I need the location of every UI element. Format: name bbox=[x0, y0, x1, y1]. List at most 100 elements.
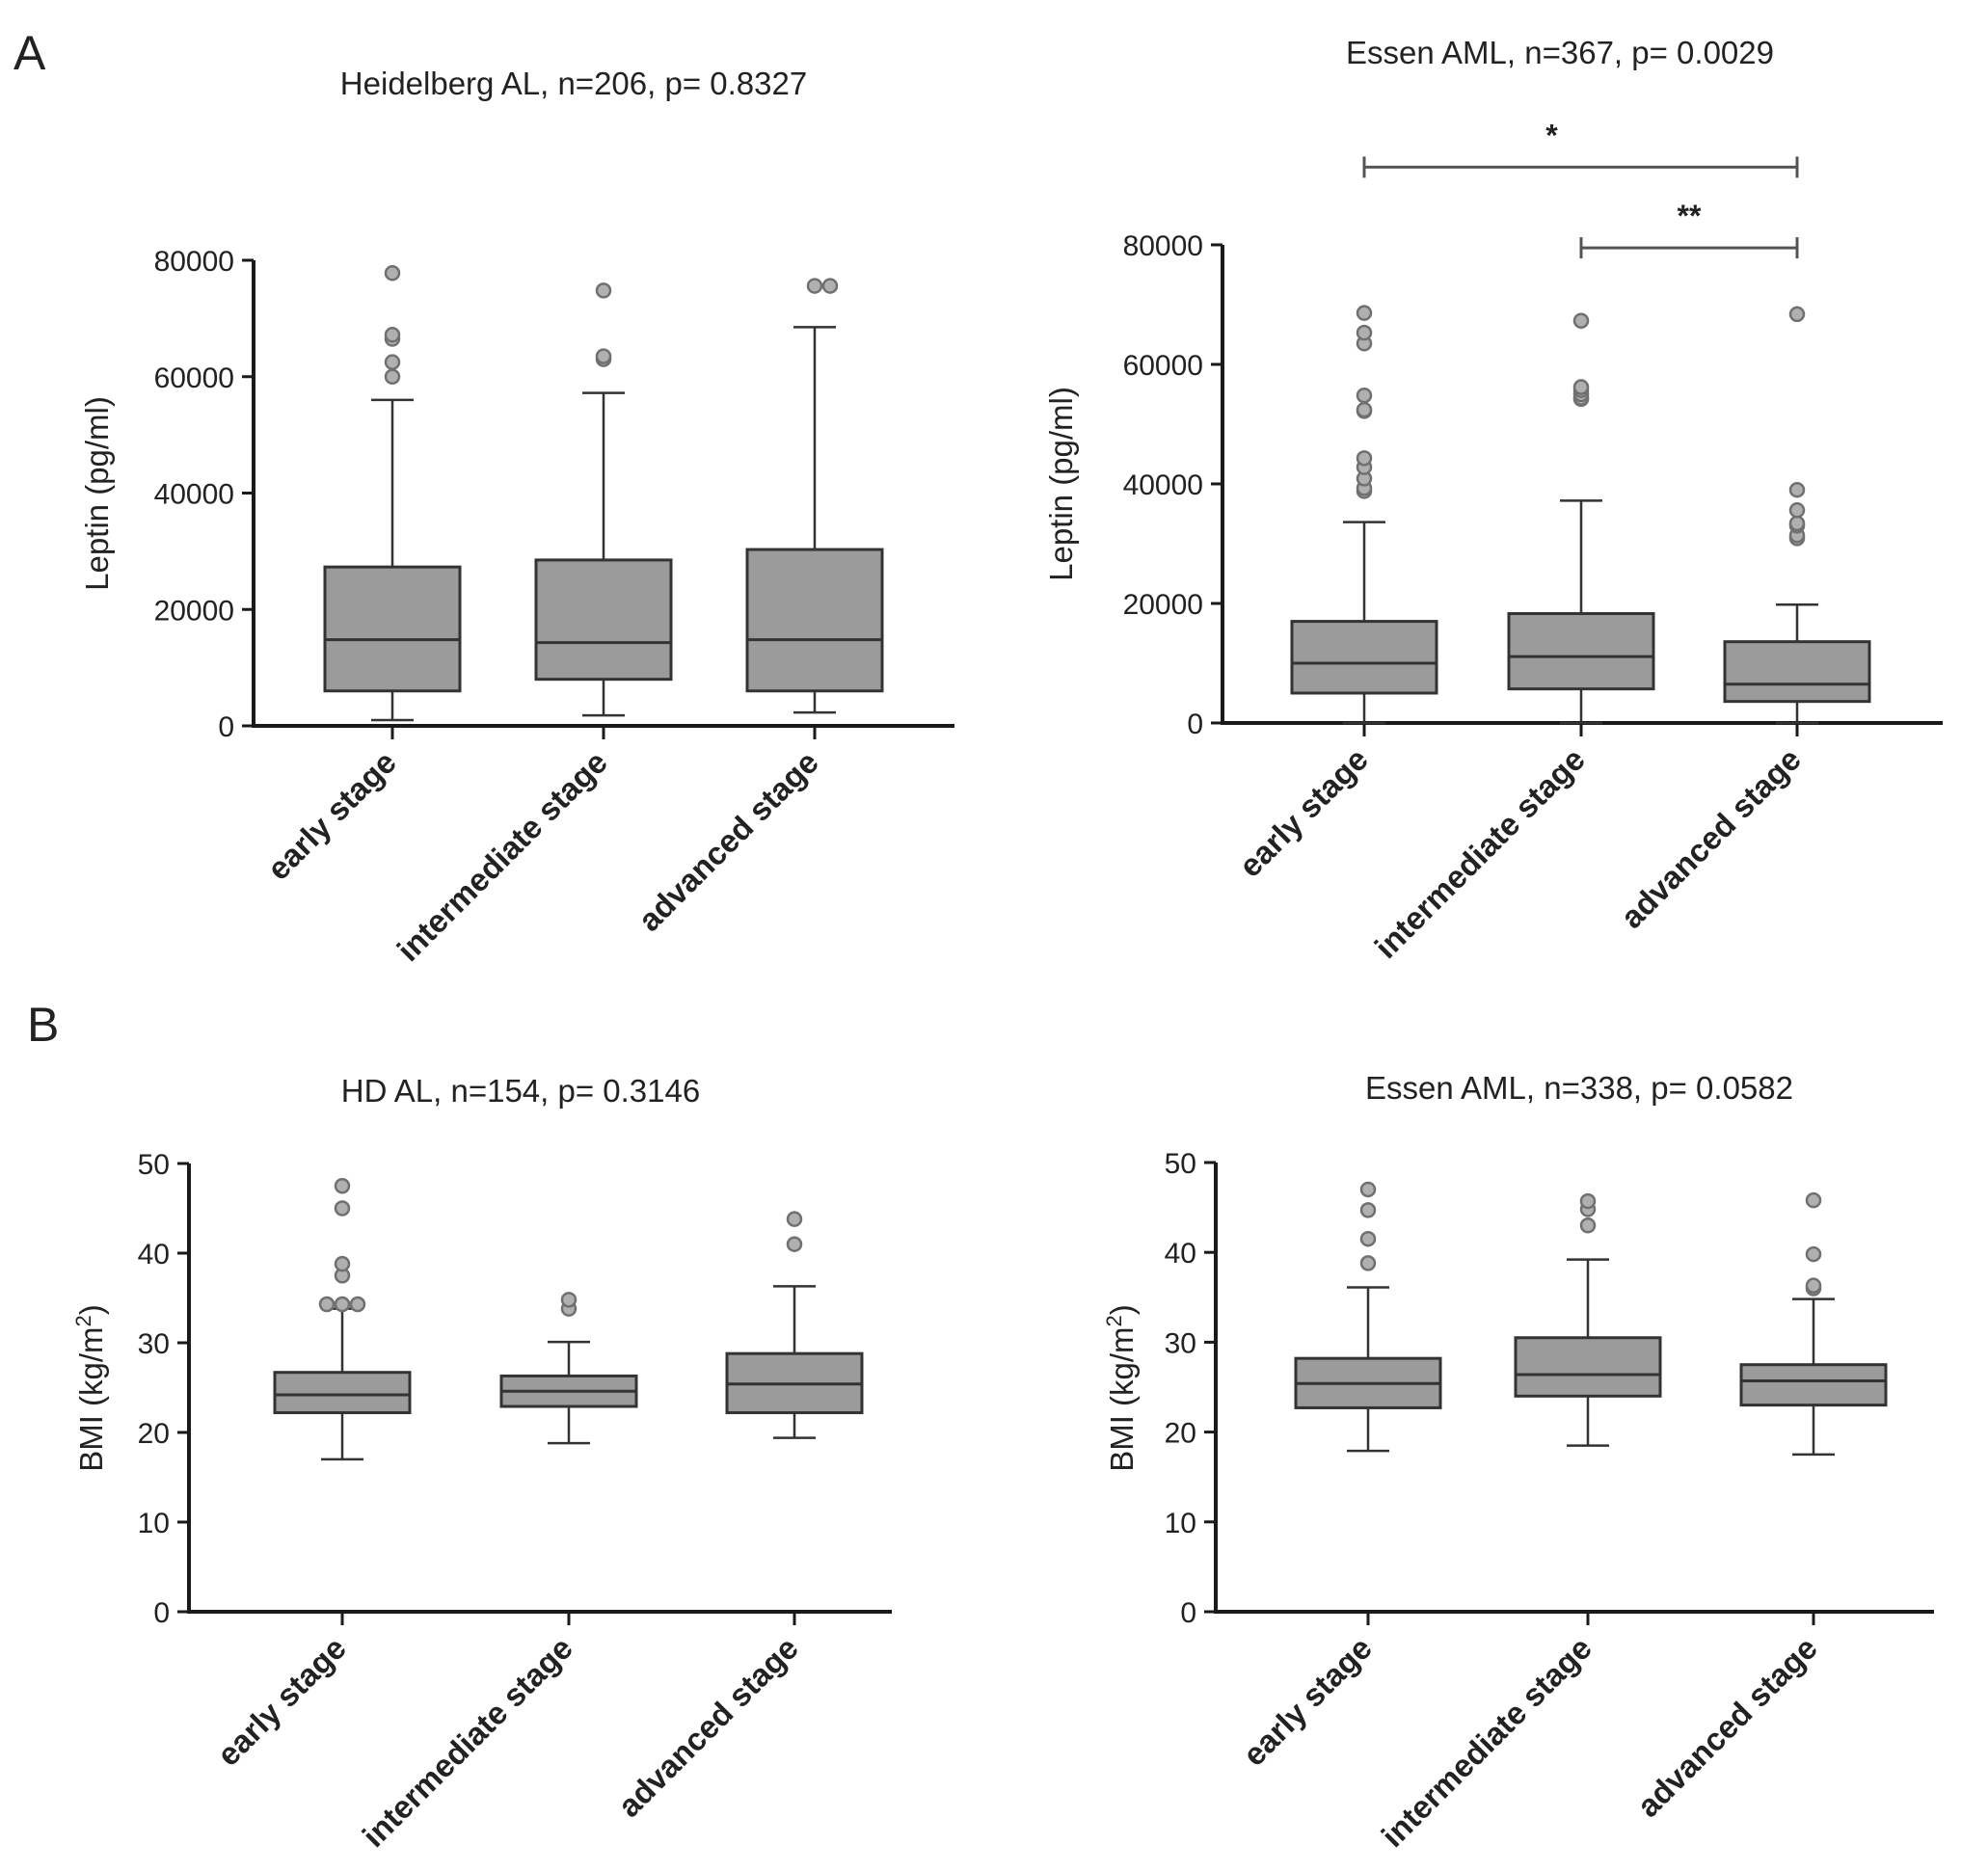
outlier-point bbox=[1356, 401, 1373, 418]
y-tick-label: 40000 bbox=[154, 479, 234, 511]
chart-bmi-hd: 0 10 20 30 40 50 BMI (kg/m2) early stage interme… bbox=[71, 1149, 892, 1854]
y-axis-label-suffix: ) bbox=[1104, 1304, 1140, 1315]
category-label-early-stage: early stage bbox=[210, 1630, 353, 1773]
y-tick-label: 0 bbox=[1180, 1597, 1196, 1629]
outlier-point bbox=[1359, 1202, 1377, 1218]
outlier-point bbox=[1788, 306, 1806, 323]
category-label-intermediate-stage: intermediate stage bbox=[390, 744, 614, 968]
box-early-stage bbox=[1290, 620, 1438, 695]
box-intermediate-stage bbox=[1507, 612, 1655, 691]
significance-label: * bbox=[1545, 118, 1558, 152]
outlier-point bbox=[1579, 1192, 1597, 1210]
outlier-point bbox=[1356, 450, 1373, 467]
outlier-point bbox=[334, 1296, 351, 1313]
y-axis-label-superscript: 2 bbox=[1102, 1315, 1126, 1326]
category-label-early-stage: early stage bbox=[1236, 1630, 1379, 1773]
y-tick-label: 60000 bbox=[154, 362, 234, 394]
box-advanced-stage bbox=[745, 548, 884, 693]
significance-label: ** bbox=[1678, 199, 1702, 233]
outlier-point bbox=[334, 1178, 351, 1194]
outlier-point bbox=[1805, 1277, 1822, 1294]
outlier-point bbox=[1359, 1181, 1377, 1198]
outlier-point bbox=[1788, 502, 1806, 519]
y-tick-label: 20 bbox=[138, 1418, 170, 1450]
y-axis-label: BMI (kg/m2) bbox=[1102, 1304, 1140, 1472]
outlier-point bbox=[786, 1211, 803, 1227]
outlier-point bbox=[786, 1236, 803, 1252]
category-label-advanced-stage: advanced stage bbox=[611, 1630, 805, 1824]
outlier-point bbox=[1356, 324, 1373, 341]
chart-title-leptin-essen: Essen AML, n=367, p= 0.0029 bbox=[1346, 35, 1774, 70]
y-tick-label: 0 bbox=[1187, 709, 1203, 740]
outlier-point bbox=[1579, 1217, 1597, 1234]
box-intermediate-stage bbox=[534, 558, 673, 682]
outlier-point bbox=[384, 368, 401, 385]
outlier-point bbox=[384, 354, 401, 370]
y-tick-label: 20 bbox=[1165, 1418, 1196, 1450]
box-early-stage bbox=[273, 1371, 412, 1415]
outlier-point bbox=[595, 282, 612, 299]
category-label-advanced-stage: advanced stage bbox=[1630, 1630, 1824, 1824]
outlier-point bbox=[349, 1296, 366, 1313]
chart-title-leptin-heidelberg: Heidelberg AL, n=206, p= 0.8327 bbox=[340, 66, 807, 101]
outlier-point bbox=[1359, 1255, 1377, 1271]
outlier-point bbox=[334, 1200, 351, 1217]
category-label-early-stage: early stage bbox=[260, 744, 403, 887]
panel-label-b: B bbox=[27, 998, 59, 1052]
outlier-point bbox=[1788, 515, 1806, 532]
y-tick-label: 50 bbox=[1165, 1148, 1196, 1180]
y-tick-label: 10 bbox=[138, 1508, 170, 1539]
chart-title-bmi-hd: HD AL, n=154, p= 0.3146 bbox=[341, 1073, 700, 1109]
y-tick-label: 80000 bbox=[1123, 230, 1203, 262]
chart-title-bmi-essen: Essen AML, n=338, p= 0.0582 bbox=[1365, 1070, 1793, 1106]
y-tick-label: 30 bbox=[1165, 1327, 1196, 1359]
outlier-point bbox=[560, 1292, 578, 1308]
y-axis-label-suffix: ) bbox=[73, 1304, 109, 1315]
y-tick-label: 20000 bbox=[1123, 589, 1203, 621]
box-advanced-stage bbox=[1739, 1363, 1888, 1407]
category-label-intermediate-stage: intermediate stage bbox=[1368, 741, 1592, 965]
category-label-intermediate-stage: intermediate stage bbox=[356, 1630, 579, 1854]
outlier-point bbox=[1805, 1245, 1822, 1263]
category-label-advanced-stage: advanced stage bbox=[631, 744, 825, 938]
outlier-point bbox=[1788, 481, 1806, 498]
chart-bmi-essen: 0 10 20 30 40 50 BMI (kg/m2) early stageinterme… bbox=[1102, 1148, 1934, 1854]
y-axis-label: Leptin (pg/ml) bbox=[79, 396, 115, 591]
chart-leptin-essen: 0 20000 40000 60000 80000 Leptin (pg/ml) early… bbox=[1043, 118, 1943, 965]
outlier-point bbox=[1572, 312, 1590, 329]
outlier-point bbox=[334, 1255, 351, 1272]
y-tick-label: 40 bbox=[138, 1239, 170, 1270]
outlier-point bbox=[821, 278, 839, 294]
outlier-point bbox=[1356, 387, 1373, 404]
y-tick-label: 10 bbox=[1165, 1508, 1196, 1539]
y-tick-label: 50 bbox=[138, 1149, 170, 1181]
outlier-point bbox=[384, 265, 401, 281]
y-tick-label: 30 bbox=[138, 1328, 170, 1360]
box-advanced-stage bbox=[1723, 640, 1871, 704]
category-label-intermediate-stage: intermediate stage bbox=[1375, 1630, 1598, 1854]
y-tick-label: 0 bbox=[153, 1597, 170, 1629]
category-label-advanced-stage: advanced stage bbox=[1614, 741, 1808, 935]
outlier-point bbox=[318, 1296, 336, 1313]
category-label-early-stage: early stage bbox=[1232, 741, 1375, 884]
y-axis-label: Leptin (pg/ml) bbox=[1043, 387, 1079, 581]
outlier-point bbox=[1805, 1191, 1822, 1209]
y-tick-label: 20000 bbox=[154, 595, 234, 627]
chart-leptin-heidelberg: 0 20000 40000 60000 80000 Leptin (pg/ml) early… bbox=[79, 246, 954, 968]
y-tick-label: 0 bbox=[218, 711, 234, 743]
outlier-point bbox=[1572, 379, 1590, 395]
outlier-point bbox=[806, 278, 823, 294]
outlier-point bbox=[1359, 1230, 1377, 1247]
y-axis-label: BMI (kg/m2) bbox=[71, 1304, 109, 1472]
y-tick-label: 40000 bbox=[1123, 469, 1203, 501]
panel-label-a: A bbox=[13, 26, 46, 80]
box-early-stage bbox=[323, 565, 462, 693]
y-tick-label: 40 bbox=[1165, 1238, 1196, 1270]
y-tick-label: 80000 bbox=[154, 246, 234, 278]
y-axis-label-superscript: 2 bbox=[71, 1315, 95, 1326]
outlier-point bbox=[384, 327, 401, 343]
y-tick-label: 60000 bbox=[1123, 350, 1203, 382]
outlier-point bbox=[1356, 305, 1373, 321]
outlier-point bbox=[595, 348, 612, 364]
